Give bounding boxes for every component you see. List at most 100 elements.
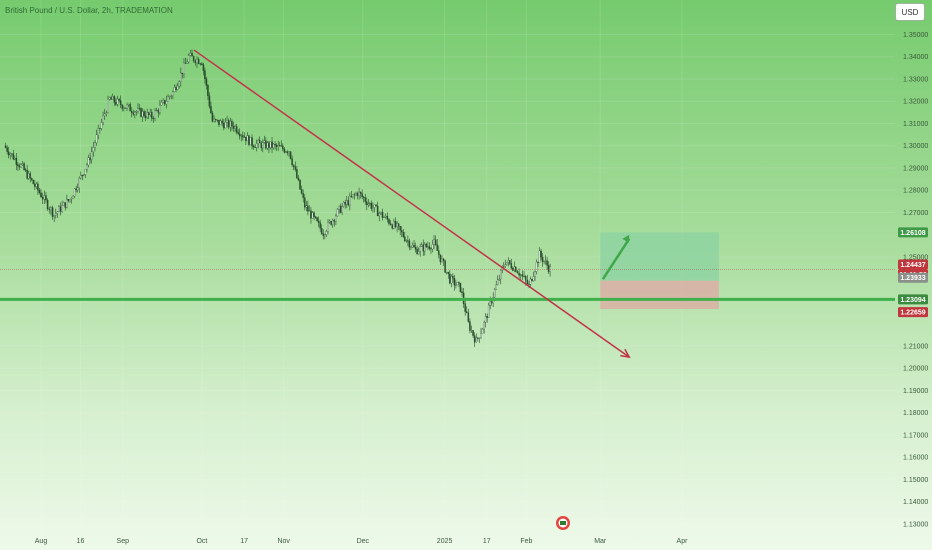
candle-body	[119, 100, 122, 106]
candle-body	[90, 151, 93, 161]
candle-body	[402, 231, 405, 237]
x-tick-label: Nov	[277, 538, 290, 545]
candle-body	[167, 96, 169, 102]
candle-body	[56, 211, 59, 214]
candle-body	[152, 118, 155, 120]
candle-body	[6, 147, 8, 152]
candle-body	[384, 215, 387, 218]
position-zones	[600, 232, 719, 310]
candle-body	[547, 265, 550, 272]
candle-body	[66, 199, 68, 208]
x-tick-label: Dec	[357, 538, 370, 545]
candle-body	[335, 215, 337, 222]
currency-button[interactable]: USD	[895, 3, 925, 21]
candle-body	[232, 125, 235, 129]
candle-body	[299, 179, 301, 190]
candle-body	[201, 63, 203, 65]
candle-body	[431, 244, 434, 250]
candle-body	[138, 108, 141, 110]
candle-body	[27, 173, 30, 179]
candle-body	[32, 179, 35, 185]
candle-body	[34, 183, 36, 187]
candle-body	[15, 158, 18, 165]
candle-body	[183, 62, 185, 75]
candle-body	[319, 222, 321, 229]
candle-body	[467, 312, 470, 322]
y-tick-label: 1.14000	[903, 499, 928, 506]
candle-body	[445, 271, 448, 273]
candle-body	[400, 230, 403, 233]
candle-body	[92, 147, 95, 152]
candle-body	[352, 194, 354, 197]
candle-body	[489, 301, 491, 306]
candle-body	[189, 53, 192, 56]
candle-body	[499, 270, 502, 280]
candle-body	[472, 330, 474, 336]
candle-body	[378, 213, 381, 217]
candle-body	[70, 198, 73, 200]
candle-body	[449, 273, 451, 284]
candle-body	[260, 142, 263, 149]
candle-body	[269, 141, 272, 148]
candle-body	[302, 193, 304, 198]
candle-body	[9, 153, 11, 156]
candle-body	[205, 78, 208, 86]
candle-body	[41, 196, 44, 200]
candle-body	[291, 158, 293, 166]
projection-arrowhead	[622, 234, 630, 243]
candle-body	[146, 112, 148, 118]
x-axis: Aug 16 Sep Oct 17 Nov Dec 2025 17 Feb Mar Apr	[35, 538, 688, 545]
candle-body	[67, 199, 70, 201]
y-tick-label: 1.16000	[903, 455, 928, 462]
candle-body	[419, 246, 421, 252]
candle-body	[347, 200, 350, 206]
candle-body	[7, 151, 10, 156]
candle-body	[304, 197, 306, 208]
grid	[0, 0, 895, 534]
candle-body	[144, 115, 147, 118]
candle-body	[81, 174, 84, 176]
candle-body	[294, 166, 297, 170]
candle-body	[490, 301, 493, 304]
y-tick-label: 1.27000	[903, 210, 928, 217]
price-badge-level	[898, 294, 928, 305]
y-tick-label: 1.28000	[903, 188, 928, 195]
candle-body	[99, 128, 101, 129]
candle-body	[314, 216, 317, 218]
candle-body	[369, 203, 371, 204]
x-tick-label: Apr	[677, 538, 689, 545]
candle-body	[483, 321, 485, 330]
candle-body	[459, 282, 462, 292]
candle-body	[372, 207, 374, 209]
candle-body	[135, 111, 138, 113]
candle-body	[173, 87, 176, 92]
candle-body	[349, 195, 351, 206]
candle-body	[524, 276, 527, 281]
candle-body	[102, 115, 104, 123]
candle-body	[447, 271, 450, 275]
candle-body	[50, 207, 52, 210]
candle-body	[127, 104, 130, 106]
candle-body	[307, 205, 309, 212]
candle-body	[255, 143, 258, 148]
y-tick-label: 1.17000	[903, 432, 928, 439]
candle-body	[331, 219, 334, 225]
candle-body	[107, 99, 109, 113]
candle-body	[37, 183, 39, 191]
candle-body	[224, 122, 227, 129]
candle-body	[272, 144, 275, 148]
candle-body	[532, 276, 535, 281]
x-tick-label: 16	[77, 538, 85, 545]
candle-body	[134, 111, 136, 115]
candle-body	[376, 205, 379, 217]
price-badge-label: 1.26108	[900, 230, 925, 237]
candle-body	[430, 248, 432, 250]
candle-body	[523, 276, 525, 277]
candle-body	[143, 111, 145, 117]
candle-body	[486, 316, 488, 318]
candle-body	[23, 163, 25, 170]
y-tick-label: 1.35000	[903, 32, 928, 39]
y-tick-label: 1.30000	[903, 143, 928, 150]
candle-body	[178, 81, 180, 87]
